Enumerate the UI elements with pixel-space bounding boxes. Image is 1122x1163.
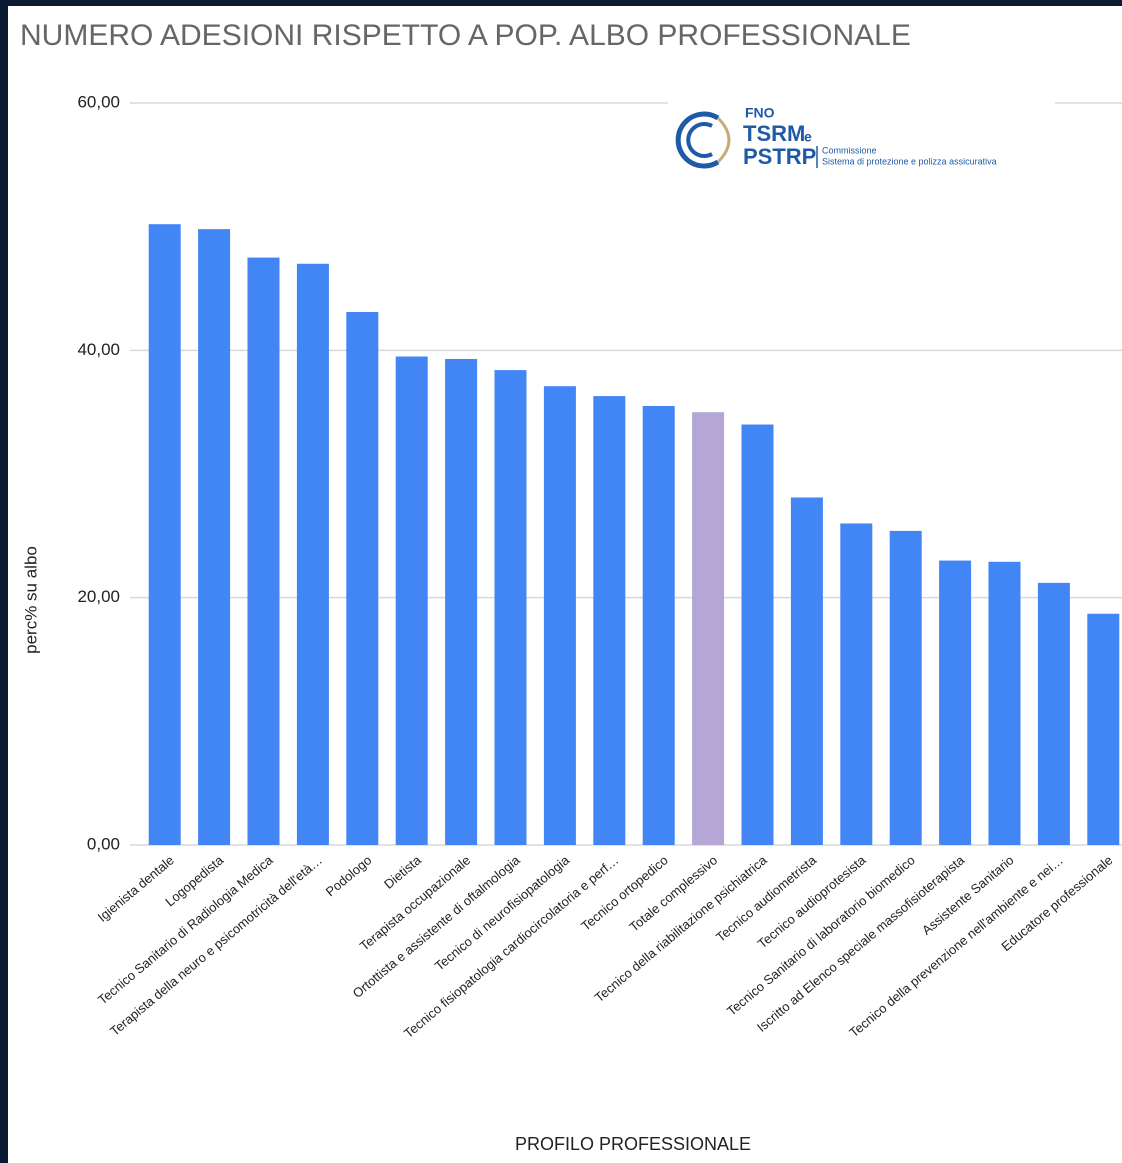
y-tick-label: 60,00: [77, 92, 120, 111]
bar: [593, 396, 626, 845]
y-tick-label: 0,00: [87, 834, 120, 853]
bar: [889, 530, 922, 845]
bar: [988, 561, 1021, 845]
bar: [642, 405, 675, 845]
logo-text: TSRM: [743, 121, 805, 146]
logo-arc: [686, 122, 713, 158]
bar: [741, 424, 774, 845]
bar: [939, 560, 972, 845]
bar: [445, 358, 478, 845]
bar: [840, 523, 873, 845]
x-axis-title: PROFILO PROFESSIONALE: [515, 1134, 751, 1154]
logo-background: [668, 92, 1055, 182]
logo: FNO TSRM e PSTRP Commissione Sistema di …: [668, 92, 1055, 182]
bar: [247, 257, 280, 845]
y-tick-label: 40,00: [77, 340, 120, 359]
bar: [790, 497, 823, 845]
bar: [543, 386, 576, 845]
bar: [296, 263, 329, 845]
bar: [692, 412, 725, 845]
bar: [346, 311, 379, 845]
bar: [1037, 582, 1070, 845]
y-tick-label: 20,00: [77, 587, 120, 606]
bar: [1087, 613, 1120, 845]
logo-text: PSTRP: [743, 144, 816, 169]
logo-arc: [716, 116, 731, 164]
logo-text: e: [804, 129, 812, 145]
logo-text: FNO: [745, 105, 775, 121]
chart-title: NUMERO ADESIONI RISPETTO A POP. ALBO PRO…: [20, 19, 911, 52]
bar: [198, 229, 231, 845]
y-axis-title: perc% su albo: [21, 546, 40, 654]
logo-arc: [675, 111, 720, 169]
bar: [148, 224, 181, 845]
bar: [494, 370, 527, 845]
logo-text: Commissione: [822, 145, 877, 155]
logo-text: Sistema di protezione e polizza assicura…: [822, 156, 997, 166]
bar: [395, 356, 428, 845]
